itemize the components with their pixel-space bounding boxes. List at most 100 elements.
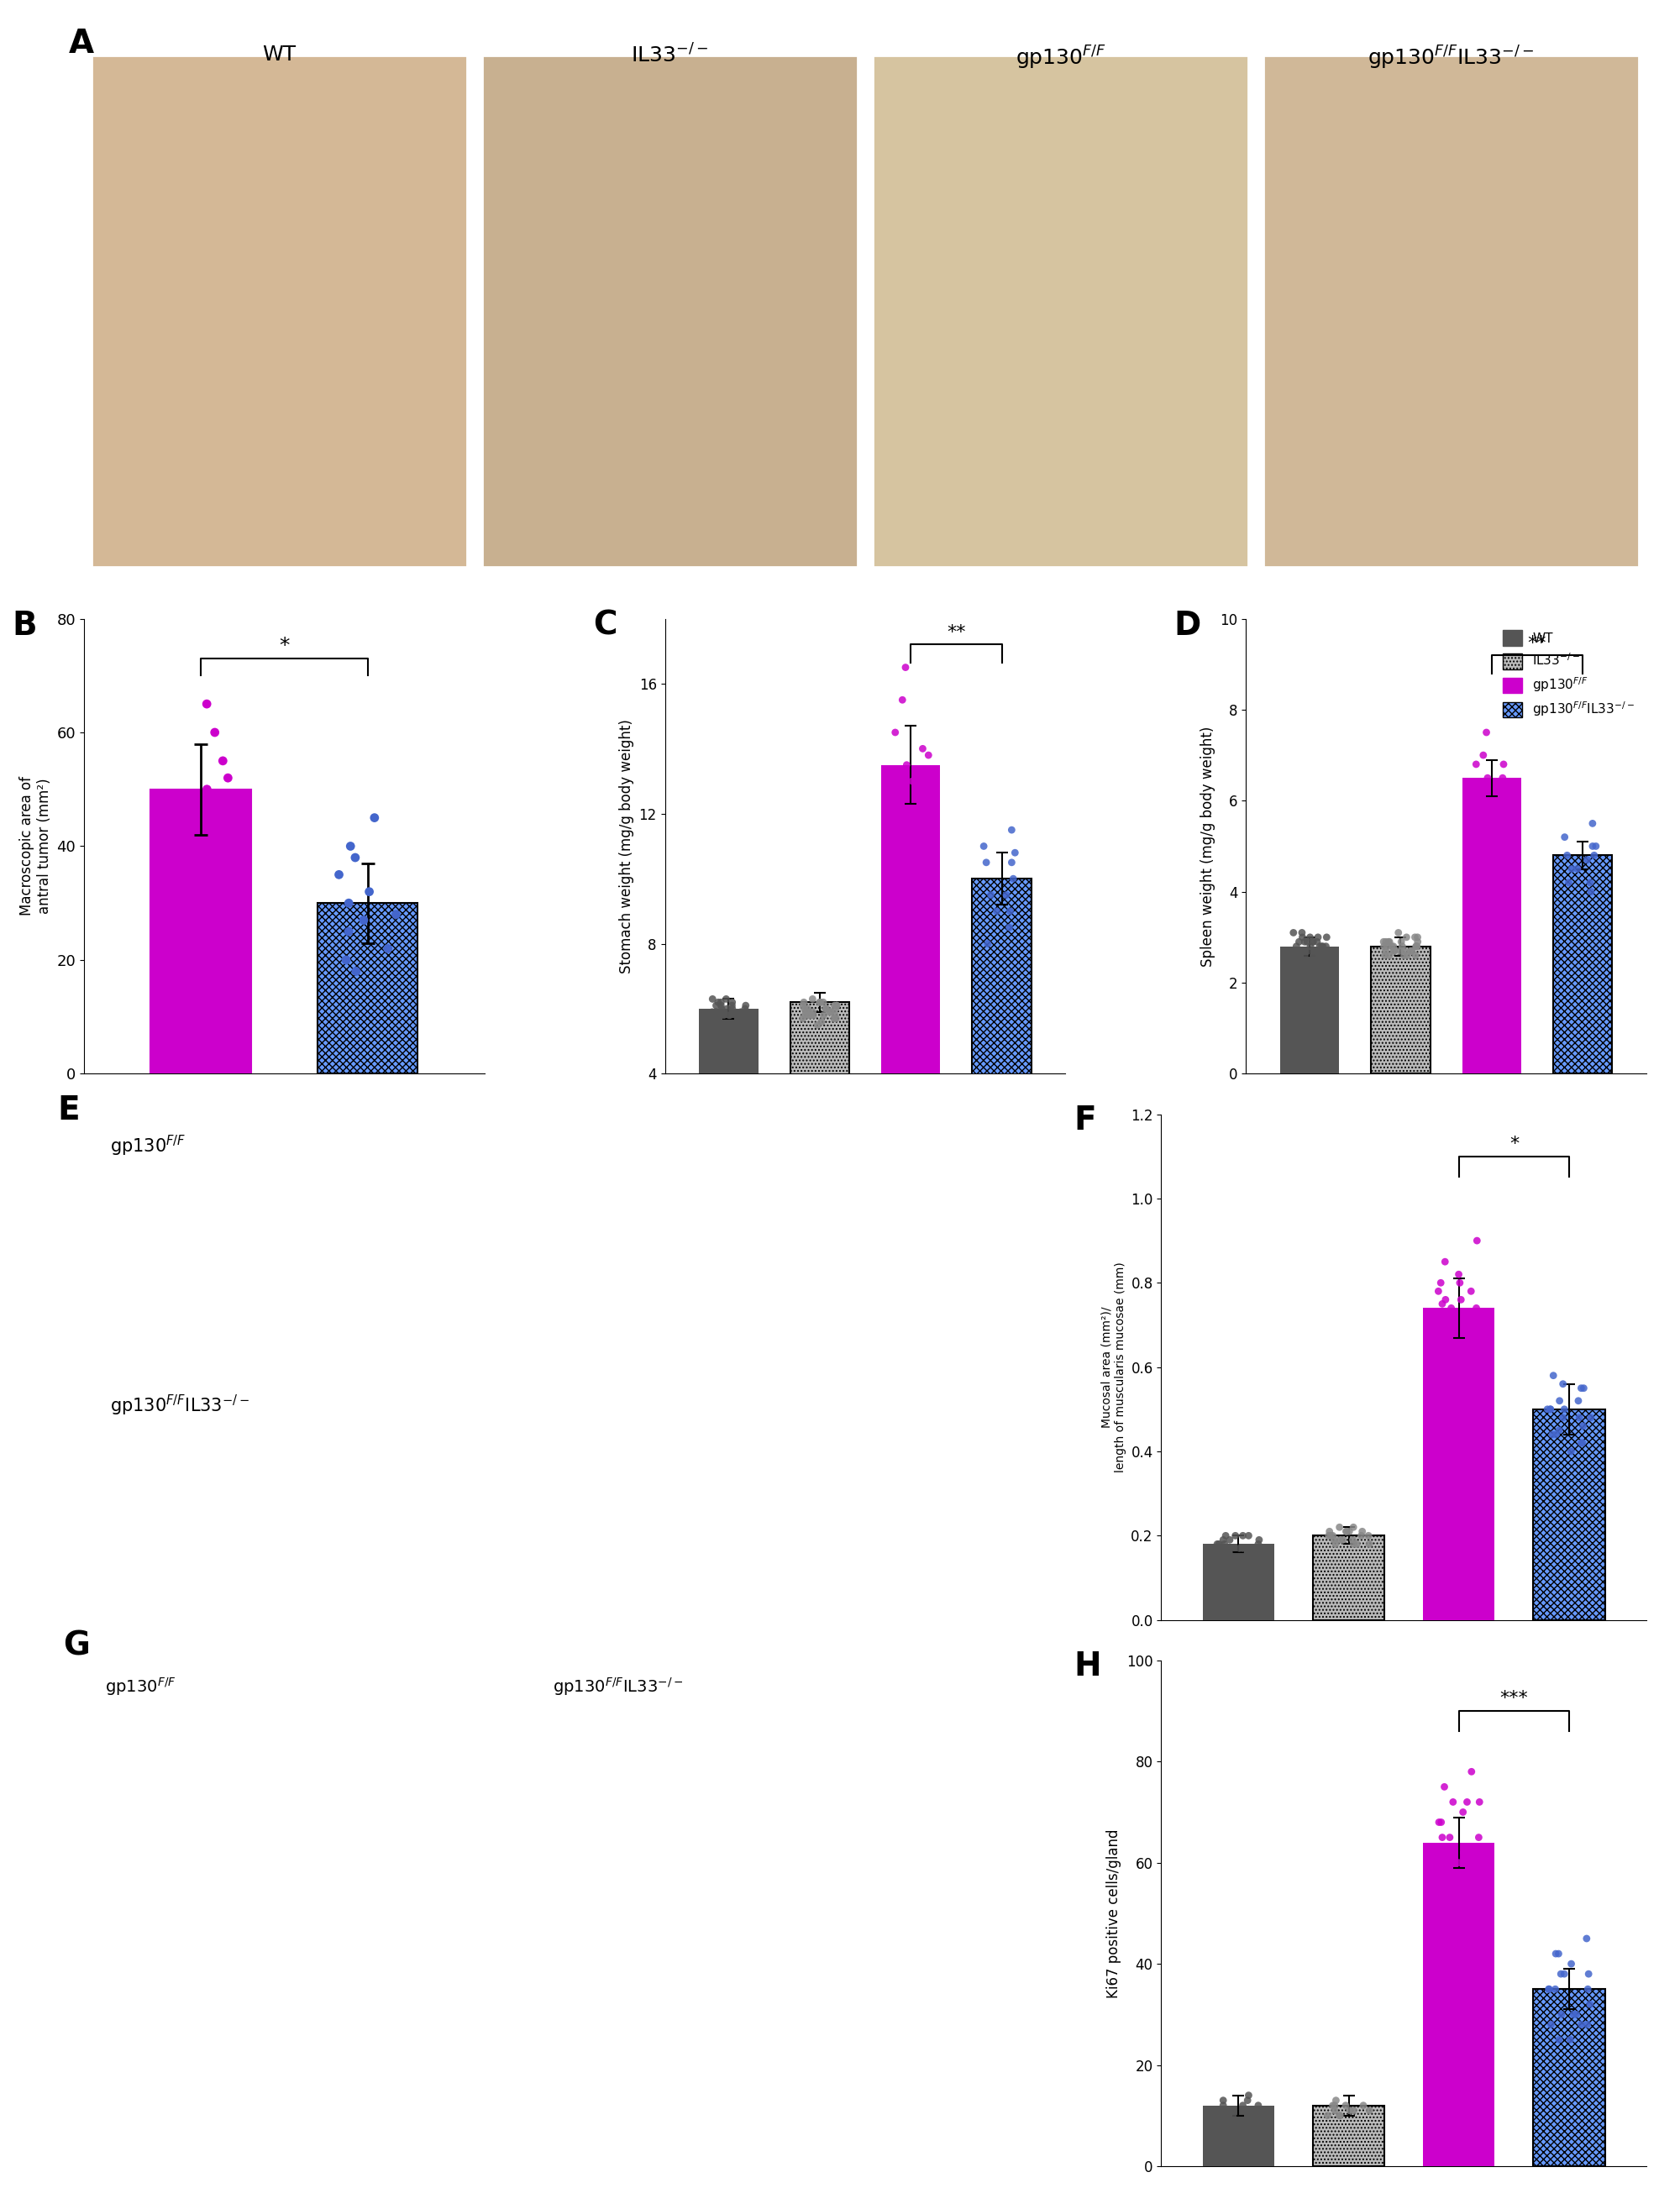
Point [998,812,1025,847]
Point [1371,923,1398,958]
Point [1373,923,1399,958]
Point [1445,1256,1472,1291]
Point [166,840,193,875]
Point [1284,930,1310,965]
Point [193,772,220,807]
Point [823,989,850,1024]
Point [732,989,759,1024]
Point [716,998,743,1033]
Point [1307,930,1334,965]
Point [1578,1400,1604,1435]
FancyBboxPatch shape [92,55,467,567]
Point [702,989,729,1024]
Point [790,985,816,1020]
FancyBboxPatch shape [874,55,1248,567]
Point [1391,939,1418,974]
Text: *: * [279,635,289,656]
Point [793,996,820,1031]
Point [1446,1265,1473,1300]
Point [1428,1805,1455,1840]
Point [1378,930,1404,965]
Point [823,989,850,1024]
Point [1312,930,1339,965]
Point [1356,2094,1383,2129]
Point [1450,1328,1477,1363]
Point [727,996,754,1031]
Point [722,1011,749,1046]
Point [1403,939,1430,974]
Point [1458,1755,1485,1790]
Point [1235,2083,1262,2118]
Point [1473,761,1500,796]
Point [1379,930,1406,965]
Point [1294,923,1320,958]
Point [1450,1836,1477,1871]
Point [1327,2098,1354,2133]
Point [1566,1400,1593,1435]
Bar [1423,1308,1495,1619]
Point [1394,939,1421,974]
Point [341,840,368,875]
Point [1537,1392,1564,1427]
Point [1398,934,1425,969]
Text: gp130$^{F/F}$IL33$^{-/-}$: gp130$^{F/F}$IL33$^{-/-}$ [111,1394,250,1418]
Point [816,996,843,1031]
Point [1322,1527,1349,1562]
Point [790,1000,816,1035]
Point [193,687,220,722]
Point [1211,1527,1238,1562]
Point [1210,2087,1236,2122]
Point [1453,1785,1480,1820]
Point [998,845,1025,880]
Point [1463,1300,1490,1335]
Bar [1423,1842,1495,2166]
Point [1300,923,1327,958]
Point [1393,919,1420,954]
Point [790,989,816,1024]
Point [978,877,1005,912]
FancyBboxPatch shape [482,55,857,567]
Point [699,982,726,1017]
Point [1305,919,1332,954]
Point [1537,2006,1564,2041]
Point [1376,939,1403,974]
Point [1242,1532,1268,1567]
Text: gp130$^{F/F}$IL33$^{-/-}$: gp130$^{F/F}$IL33$^{-/-}$ [1368,44,1534,72]
Point [697,998,724,1033]
Point [1436,1855,1463,1890]
Point [1541,1359,1567,1394]
Point [973,845,1000,880]
Point [1373,930,1399,965]
Text: WT: WT [262,44,296,63]
Point [1490,746,1517,781]
Point [719,985,746,1020]
Text: gp130$^{F/F}$: gp130$^{F/F}$ [111,1133,186,1157]
Point [712,982,739,1017]
Point [1546,2022,1572,2057]
Point [336,915,363,950]
Point [1278,934,1305,969]
Point [1280,934,1307,969]
Point [1458,1273,1485,1308]
Point [1572,1921,1599,1956]
Point [1341,1510,1368,1545]
Text: gp130$^{F/F}$: gp130$^{F/F}$ [106,1676,176,1698]
Point [704,1004,731,1039]
Point [810,998,837,1033]
Point [1309,930,1336,965]
Point [1436,1300,1463,1335]
Point [1403,930,1430,965]
Bar [151,790,250,1074]
Point [1547,1998,1574,2033]
Point [711,1006,738,1041]
Point [1578,864,1604,899]
Point [813,991,840,1026]
Point [704,1004,731,1039]
Bar [1203,1545,1273,1619]
Point [711,998,738,1033]
Point [1443,1855,1470,1890]
Point [823,1000,850,1035]
Point [714,991,741,1026]
Point [798,998,825,1033]
Point [1428,1820,1455,1855]
